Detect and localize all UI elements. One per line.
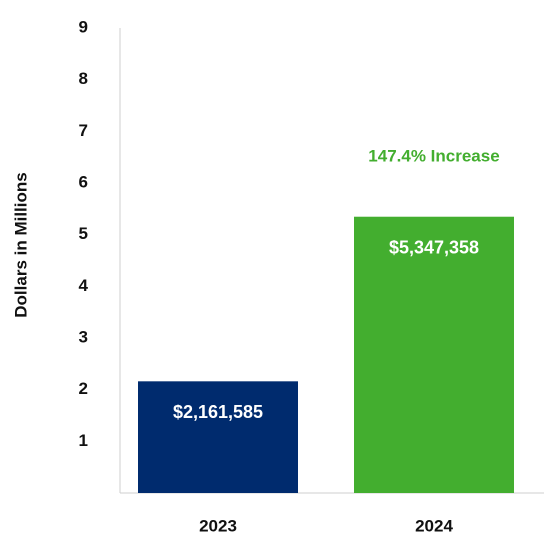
y-tick-label: 4 — [79, 276, 89, 295]
bar — [354, 216, 514, 493]
y-tick-label: 2 — [79, 379, 88, 398]
x-tick-label: 2024 — [415, 516, 453, 535]
value-label: $2,161,585 — [173, 402, 263, 422]
y-tick-label: 8 — [79, 69, 88, 88]
y-tick-label: 5 — [79, 224, 88, 243]
y-tick-label: 9 — [79, 17, 88, 36]
x-tick-label: 2023 — [199, 516, 237, 535]
y-tick-label: 1 — [79, 431, 88, 450]
y-axis-label: Dollars in Millions — [11, 172, 30, 317]
bar — [138, 381, 298, 493]
y-tick-label: 3 — [79, 327, 88, 346]
value-label: $5,347,358 — [389, 237, 479, 257]
annotation: 147.4% Increase — [368, 146, 499, 165]
y-tick-label: 6 — [79, 172, 88, 191]
y-tick-label: 7 — [79, 121, 88, 140]
